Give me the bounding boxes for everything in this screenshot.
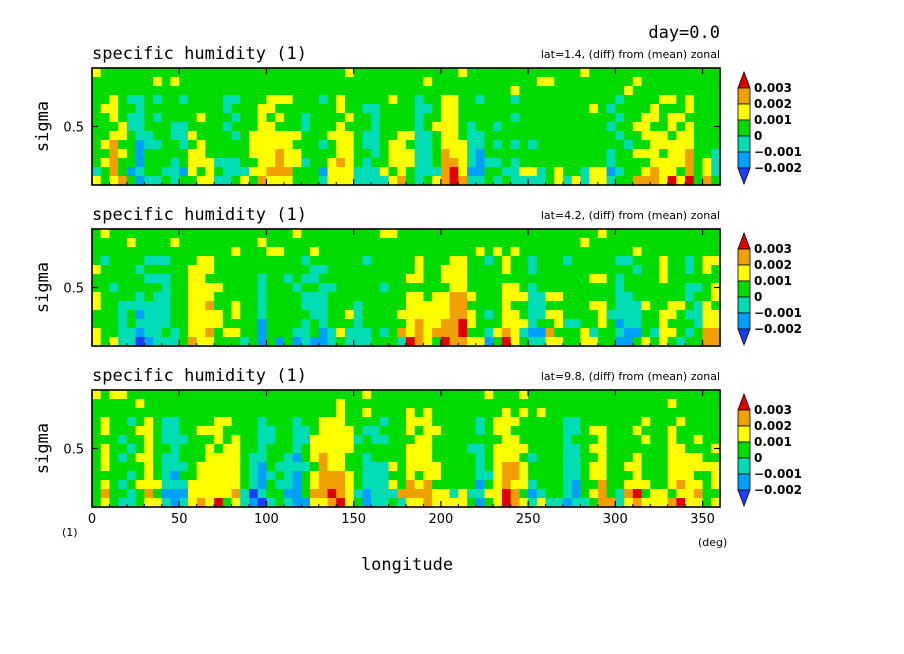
colorbar-label: −0.001 xyxy=(754,467,802,481)
colorbar-swatch xyxy=(737,103,751,121)
colorbar-swatch xyxy=(737,87,751,105)
panel-1: 0.5 sigma specific humidity (1) lat=1.4, (d… xyxy=(33,44,802,186)
x-tick-label: 0 xyxy=(88,512,96,527)
colorbar-swatch xyxy=(737,248,751,266)
panel-subtitle: lat=4.2, (diff) from (mean) zonal xyxy=(541,209,720,222)
panel-title: specific humidity (1) xyxy=(92,44,307,64)
colorbar-swatch xyxy=(737,473,751,491)
colorbar-label: 0 xyxy=(754,451,762,465)
heatmap-field xyxy=(92,68,721,186)
x-tick-label: 300 xyxy=(603,512,628,527)
y-axis-label: sigma xyxy=(33,423,53,474)
x-tick-label: 100 xyxy=(254,512,279,527)
colorbar-label: 0.001 xyxy=(754,274,792,288)
colorbar-swatch xyxy=(737,425,751,443)
panel-subtitle: lat=1.4, (diff) from (mean) zonal xyxy=(541,48,720,61)
panels-group: 0.5 sigma specific humidity (1) lat=1.4, (d… xyxy=(33,44,802,527)
y-axis-label: sigma xyxy=(33,262,53,313)
x-unit-label: (deg) xyxy=(698,536,727,549)
colorbar-label: −0.001 xyxy=(754,306,802,320)
colorbar-label: −0.002 xyxy=(754,161,802,175)
colorbar-swatch xyxy=(737,409,751,427)
y-tick-label: 0.5 xyxy=(63,282,84,297)
x-axis-label: longitude xyxy=(361,555,453,575)
y-tick-label: 0.5 xyxy=(63,121,84,136)
colorbar-label: 0.003 xyxy=(754,81,792,95)
colorbar-swatch xyxy=(737,457,751,475)
colorbar-label: −0.002 xyxy=(754,322,802,336)
colorbar-label: 0.003 xyxy=(754,242,792,256)
colorbar-arrow-top xyxy=(737,392,751,411)
x-tick-label: 50 xyxy=(171,512,188,527)
colorbar-label: 0.001 xyxy=(754,113,792,127)
colorbar-label: 0.002 xyxy=(754,419,792,433)
colorbar-swatch xyxy=(737,296,751,314)
colorbar-swatch xyxy=(737,312,751,330)
colorbar: 0.003 0.002 0.001 0 −0.001 −0.002 xyxy=(737,231,802,347)
corner-unit-label: (1) xyxy=(62,526,78,539)
x-tick-label: 250 xyxy=(516,512,541,527)
colorbar: 0.003 0.002 0.001 0 −0.001 −0.002 xyxy=(737,70,802,186)
x-tick-labels: 0 50 100 150 200 250 300 350 xyxy=(88,512,715,527)
panel-title: specific humidity (1) xyxy=(92,366,307,386)
panel-2: 0.5 sigma specific humidity (1) lat=4.2, (d… xyxy=(33,205,802,347)
heatmap-field xyxy=(92,229,721,347)
y-axis-label: sigma xyxy=(33,101,53,152)
colorbar-swatch xyxy=(737,119,751,137)
colorbar-label: −0.001 xyxy=(754,145,802,159)
colorbar-label: 0.003 xyxy=(754,403,792,417)
colorbar-label: 0 xyxy=(754,129,762,143)
panel-3: 0.5 sigma specific humidity (1) lat=9.8, (d… xyxy=(33,366,802,508)
x-tick-label: 200 xyxy=(428,512,453,527)
x-tick-label: 150 xyxy=(341,512,366,527)
colorbar-arrow-bottom xyxy=(737,167,751,186)
colorbar-label: 0.002 xyxy=(754,97,792,111)
colorbar-arrow-top xyxy=(737,231,751,250)
colorbar-label: 0 xyxy=(754,290,762,304)
x-tick-label: 350 xyxy=(690,512,715,527)
colorbar-arrow-bottom xyxy=(737,489,751,508)
colorbar-swatch xyxy=(737,135,751,153)
panel-subtitle: lat=9.8, (diff) from (mean) zonal xyxy=(541,370,720,383)
day-label: day=0.0 xyxy=(648,23,720,43)
colorbar-swatch xyxy=(737,280,751,298)
y-tick-label: 0.5 xyxy=(63,443,84,458)
colorbar-swatch xyxy=(737,264,751,282)
colorbar-label: 0.001 xyxy=(754,435,792,449)
colorbar-label: −0.002 xyxy=(754,483,802,497)
heatmap-field xyxy=(92,390,721,508)
colorbar-label: 0.002 xyxy=(754,258,792,272)
colorbar-swatch xyxy=(737,151,751,169)
colorbar: 0.003 0.002 0.001 0 −0.001 −0.002 xyxy=(737,392,802,508)
panel-title: specific humidity (1) xyxy=(92,205,307,225)
colorbar-swatch xyxy=(737,441,751,459)
colorbar-arrow-top xyxy=(737,70,751,89)
colorbar-arrow-bottom xyxy=(737,328,751,347)
